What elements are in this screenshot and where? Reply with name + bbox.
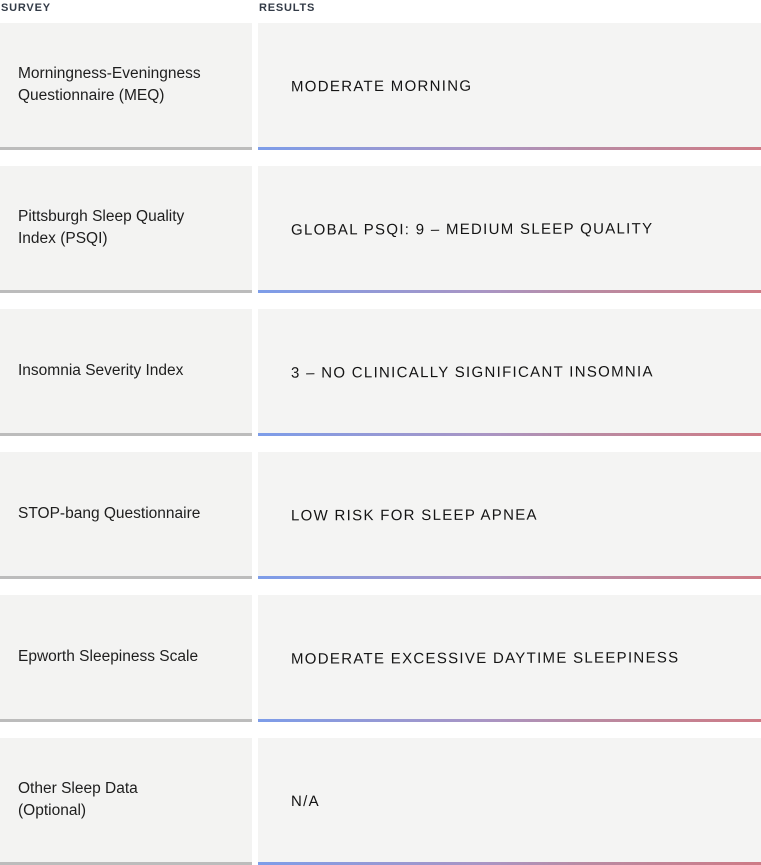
survey-label-cell: STOP-bang Questionnaire (0, 452, 252, 579)
result-value: MODERATE MORNING (290, 77, 473, 96)
gradient-underline (258, 433, 761, 436)
result-value: LOW RISK FOR SLEEP APNEA (290, 506, 538, 525)
survey-name: Pittsburgh Sleep Quality Index (PSQI) (18, 208, 185, 247)
survey-label-cell: Other Sleep Data (Optional) (0, 738, 252, 865)
result-value-cell[interactable]: MODERATE MORNING (258, 23, 761, 150)
result-value-cell[interactable]: GLOBAL PSQI: 9 – MEDIUM SLEEP QUALITY (258, 166, 761, 293)
column-header-survey: SURVEY (1, 2, 51, 14)
result-value: GLOBAL PSQI: 9 – MEDIUM SLEEP QUALITY (290, 220, 654, 239)
survey-name: Epworth Sleepiness Scale (18, 648, 199, 665)
gradient-underline (258, 290, 761, 293)
survey-label-cell: Insomnia Severity Index (0, 309, 252, 436)
result-value-cell[interactable]: N/A (258, 738, 761, 865)
gradient-underline (258, 147, 761, 150)
survey-label-cell: Epworth Sleepiness Scale (0, 595, 252, 722)
survey-label-cell: Pittsburgh Sleep Quality Index (PSQI) (0, 166, 252, 293)
gradient-underline (258, 576, 761, 579)
result-value: N/A (290, 792, 320, 811)
table-body: Morningness-Eveningness Questionnaire (M… (0, 23, 761, 865)
gradient-underline (258, 719, 761, 722)
survey-name: Other Sleep Data (Optional) (18, 780, 138, 819)
result-value: 3 – NO CLINICALLY SIGNIFICANT INSOMNIA (290, 363, 654, 382)
survey-label-cell: Morningness-Eveningness Questionnaire (M… (0, 23, 252, 150)
survey-name: Morningness-Eveningness Questionnaire (M… (18, 65, 201, 104)
result-value-cell[interactable]: LOW RISK FOR SLEEP APNEA (258, 452, 761, 579)
column-header-results: RESULTS (259, 2, 316, 14)
survey-name: Insomnia Severity Index (18, 362, 184, 379)
gradient-underline (258, 862, 761, 865)
result-value-cell[interactable]: 3 – NO CLINICALLY SIGNIFICANT INSOMNIA (258, 309, 761, 436)
survey-name: STOP-bang Questionnaire (18, 505, 201, 522)
result-value: MODERATE EXCESSIVE DAYTIME SLEEPINESS (290, 649, 680, 668)
table-header-row: SURVEY RESULTS (0, 2, 761, 14)
result-value-cell[interactable]: MODERATE EXCESSIVE DAYTIME SLEEPINESS (258, 595, 761, 722)
